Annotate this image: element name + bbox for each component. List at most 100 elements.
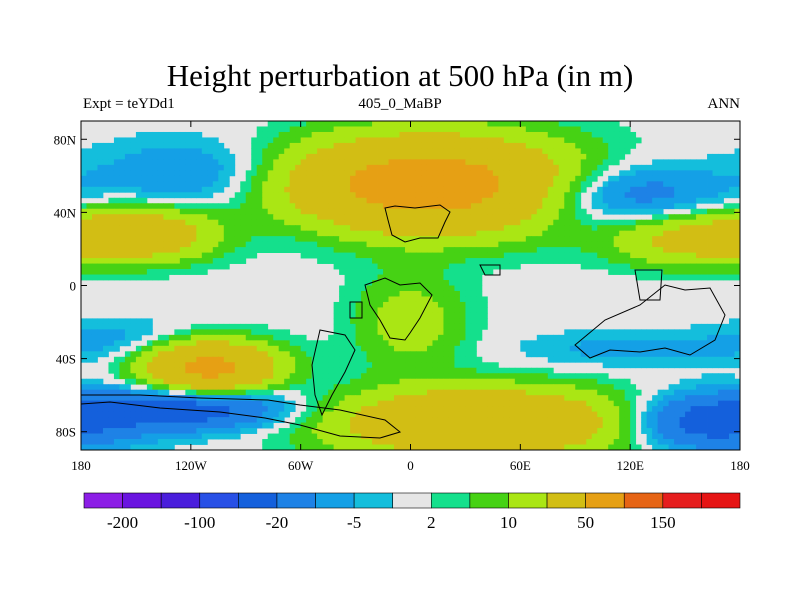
contour-cell [542, 241, 549, 248]
contour-cell [405, 230, 411, 237]
contour-cell [421, 351, 428, 358]
contour-cell [646, 192, 653, 199]
contour-cell [459, 153, 466, 160]
contour-cell [355, 148, 362, 155]
contour-cell [108, 197, 115, 204]
contour-cell [135, 345, 142, 352]
contour-cell [97, 400, 104, 407]
contour-cell [696, 175, 702, 182]
contour-cell [465, 362, 472, 369]
contour-cell [81, 334, 87, 341]
contour-cell [366, 395, 373, 402]
contour-cell [718, 252, 724, 259]
contour-cell [674, 395, 680, 402]
contour-cell [81, 351, 87, 358]
contour-cell [723, 274, 730, 281]
contour-cell [350, 384, 356, 391]
contour-cell [234, 389, 241, 396]
contour-cell [361, 164, 367, 171]
contour-cell [262, 208, 269, 215]
contour-cell [586, 170, 593, 177]
contour-cell [218, 241, 225, 248]
contour-cell [531, 197, 538, 204]
contour-cell [366, 225, 373, 232]
contour-cell [179, 362, 186, 369]
contour-cell [267, 236, 274, 243]
contour-cell [344, 225, 351, 232]
contour-cell [229, 362, 236, 369]
contour-cell [91, 323, 98, 330]
contour-cell [152, 345, 159, 352]
contour-cell [525, 148, 532, 155]
contour-cell [405, 301, 411, 308]
contour-cell [652, 214, 659, 221]
contour-cell [630, 362, 637, 369]
contour-cell [415, 340, 422, 347]
contour-cell [443, 280, 450, 286]
contour-cell [201, 159, 208, 166]
contour-cell [498, 175, 505, 182]
contour-cell [218, 203, 225, 210]
contour-cell [223, 159, 230, 166]
contour-cell [432, 214, 439, 221]
contour-cell [597, 247, 604, 253]
contour-cell [558, 236, 565, 243]
contour-cell [657, 186, 664, 193]
contour-cell [295, 373, 302, 380]
contour-cell [185, 258, 192, 264]
contour-cell [707, 247, 713, 253]
contour-cell [234, 384, 241, 391]
contour-cell [141, 208, 148, 215]
contour-cell [278, 170, 285, 177]
contour-cell [119, 170, 126, 177]
contour-cell [602, 203, 609, 210]
contour-cell [119, 164, 126, 171]
contour-cell [157, 203, 164, 210]
contour-cell [196, 236, 203, 243]
contour-cell [251, 247, 258, 253]
contour-cell [718, 274, 724, 281]
contour-cell [663, 159, 670, 166]
contour-cell [124, 230, 131, 237]
contour-cell [350, 186, 356, 193]
contour-cell [130, 159, 137, 166]
contour-cell [229, 351, 236, 358]
contour-cell [229, 389, 236, 396]
contour-cell [630, 334, 637, 341]
contour-cell [630, 219, 637, 226]
contour-cell [212, 142, 219, 149]
contour-cell [487, 258, 494, 264]
contour-cell [553, 389, 560, 396]
contour-cell [383, 285, 389, 292]
contour-cell [674, 345, 680, 352]
contour-cell [443, 329, 450, 336]
contour-cell [388, 345, 395, 352]
contour-cell [553, 400, 560, 407]
contour-cell [405, 296, 411, 303]
contour-cell [130, 208, 137, 215]
contour-cell [361, 208, 367, 215]
contour-cell [547, 197, 554, 204]
contour-cell [421, 285, 428, 292]
contour-cell [536, 367, 543, 374]
contour-cell [322, 340, 329, 347]
contour-cell [168, 334, 175, 341]
contour-cell [569, 406, 576, 413]
contour-cell [168, 225, 175, 232]
contour-cell [613, 203, 620, 210]
contour-cell [437, 290, 444, 297]
contour-cell [207, 247, 214, 253]
contour-cell [377, 312, 384, 319]
contour-cell [163, 274, 170, 281]
contour-cell [306, 247, 313, 253]
contour-cell [311, 159, 318, 166]
contour-cell [432, 274, 439, 281]
contour-cell [388, 318, 395, 325]
contour-cell [372, 329, 378, 336]
contour-cell [415, 351, 422, 358]
contour-cell [251, 373, 258, 380]
contour-cell [723, 214, 730, 221]
contour-cell [602, 247, 609, 253]
contour-cell [163, 411, 170, 418]
contour-cell [421, 241, 428, 248]
